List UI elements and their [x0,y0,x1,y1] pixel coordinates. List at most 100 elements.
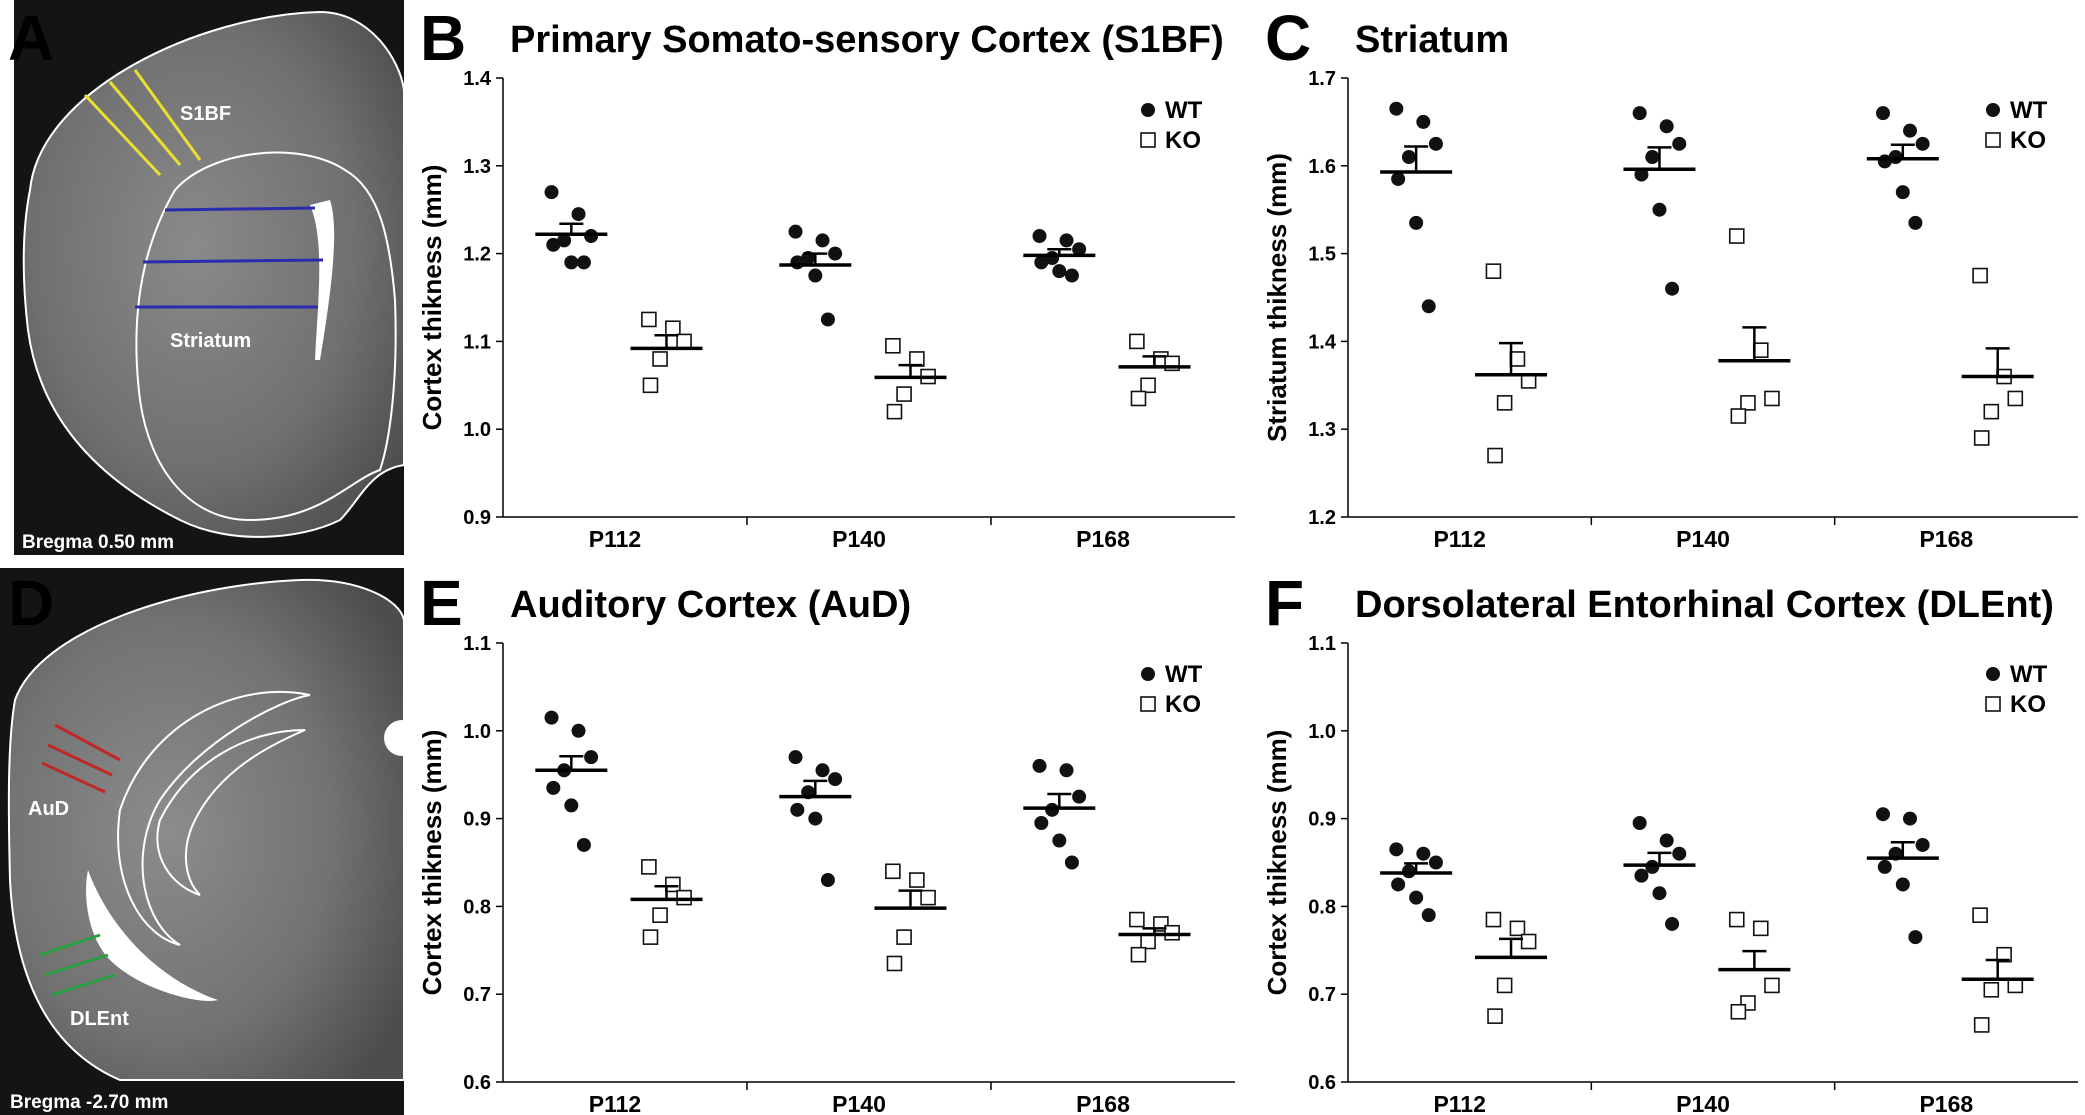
chart-e-ylabel: Cortex thikness (mm) [417,730,447,996]
legend-wt-marker [1141,667,1155,681]
wt-data-point [1632,815,1647,830]
y-tick-label: 0.7 [463,984,491,1006]
panel-letter-c: C [1265,2,1311,74]
chart-striatum: Striatum 1.2 1.3 1.4 1.5 1.6 1.7 Striatum thikn… [1262,19,2078,552]
ko-data-point [1129,911,1145,928]
ko-data-point [642,377,659,394]
wt-data-point [1416,114,1431,129]
wt-data-point [576,837,591,852]
wt-data-point [1672,846,1687,861]
ko-data-point [885,863,901,880]
ko-data-point [665,876,681,893]
y-tick-label: 1.0 [1308,721,1336,743]
striatum-outline [135,151,397,522]
ko-data-point [1764,977,1780,994]
chart-c-title: Striatum [1355,19,1509,61]
wt-data-point [788,224,803,239]
wt-data-point [1908,930,1923,945]
y-tick-label: 0.7 [1308,984,1336,1006]
y-tick-label: 1.1 [1308,633,1336,655]
category-label: P112 [589,1091,641,1115]
panel-letter-e: E [420,567,463,639]
category-label: P112 [1433,526,1485,552]
wt-data-point [571,207,586,222]
ko-data-point [665,320,681,337]
wt-data-point [1672,136,1687,151]
wt-data-point [1659,119,1674,134]
legend-ko-label: KO [2010,127,2046,154]
s1bf-measure-lines [83,69,202,177]
dlent-measure-lines [39,933,116,997]
ko-data-point [641,311,657,328]
ko-data-point [886,955,903,972]
ko-data-point [1728,911,1745,928]
wt-data-point [1428,136,1443,151]
wt-data-point [1391,877,1406,892]
ko-data-point [1130,390,1147,407]
y-tick-label: 1.2 [463,244,491,266]
category-label: P140 [1676,526,1730,552]
ventricle-d2 [384,720,420,756]
legend-wt-marker [1986,103,2000,117]
legend-wt-label: WT [2010,97,2048,124]
bregma-d: Bregma -2.70 mm [10,1092,168,1113]
ko-data-point [896,929,912,945]
ko-data-point [1983,403,2000,420]
y-tick-label: 1.4 [1308,331,1337,353]
y-tick-label: 1.4 [463,68,492,90]
category-label: P112 [1433,1091,1485,1115]
wt-data-point [557,233,572,248]
wt-data-point [564,255,579,270]
panel-letter-a: A [8,2,54,74]
wt-data-point [788,750,803,765]
panel-letter-b: B [420,2,466,74]
wt-data-point [1915,136,1930,151]
wt-data-point [1903,123,1917,138]
wt-data-point [808,268,823,283]
wt-data-point [1652,886,1667,901]
category-label: P168 [1919,526,1973,552]
ko-data-point [1728,228,1745,244]
ko-data-point [1520,933,1537,950]
label-striatum: Striatum [170,330,251,352]
legend-wt-marker [1141,103,1155,117]
wt-data-point [1401,150,1416,165]
wt-data-point [828,246,843,261]
ko-data-point [1129,333,1145,350]
wt-data-point [1389,842,1404,857]
wt-data-point [1032,758,1047,773]
ko-data-point [886,403,903,420]
wt-data-point [790,802,805,817]
wt-data-point [1421,299,1436,314]
wt-data-point [1652,202,1667,217]
y-tick-label: 1.0 [463,721,491,743]
y-tick-label: 0.6 [463,1072,491,1094]
category-label: P140 [832,526,886,552]
hippocampus-inner [156,729,306,896]
wt-data-point [1389,101,1404,116]
wt-data-point [1877,859,1892,874]
y-tick-label: 1.3 [1308,419,1336,441]
wt-data-point [1064,268,1079,283]
ko-data-point [642,929,659,945]
wt-data-point [1632,106,1647,121]
legend-wt-marker [1986,667,2000,681]
ko-data-point [885,337,901,354]
ko-data-point [1509,920,1526,937]
wt-data-point [1876,807,1890,822]
ko-data-point [1764,390,1780,407]
ko-data-point [1752,342,1769,358]
wt-data-point [564,798,579,813]
wt-data-point [815,233,830,248]
brain-d-outline [7,578,405,1081]
wt-data-point [1045,802,1060,817]
wt-data-point [1416,846,1431,861]
legend-ko-label: KO [1165,127,1201,154]
ko-data-point [1730,1003,1747,1020]
legend-wt-label: WT [2010,661,2048,688]
wt-data-point [1052,264,1067,279]
ko-data-point [1140,377,1156,394]
wt-data-point [571,723,586,738]
wt-data-point [546,237,561,252]
ko-data-point [1973,430,1990,446]
